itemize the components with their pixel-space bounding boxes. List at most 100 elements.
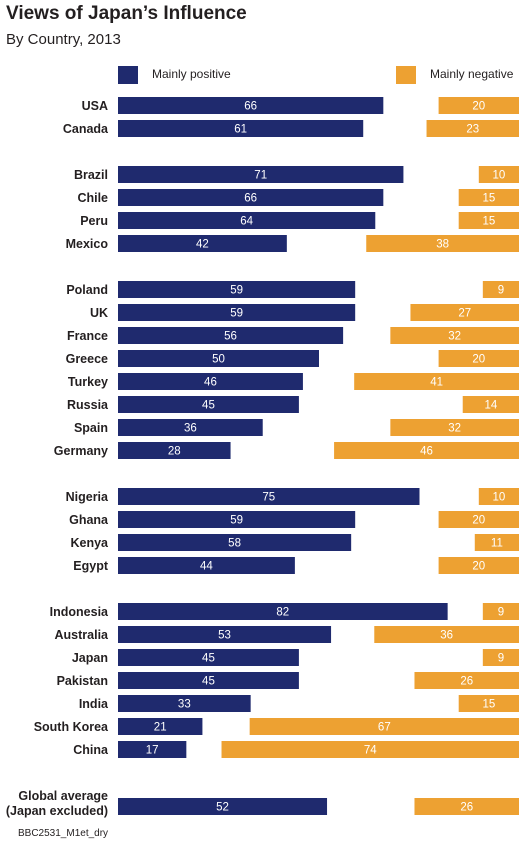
data-label-positive: 21: [154, 722, 167, 734]
bar-positive: [118, 695, 251, 712]
data-label-negative: 14: [484, 400, 497, 412]
category-label: Mexico: [66, 237, 109, 251]
bar-positive: [118, 534, 352, 551]
data-label-negative: 32: [448, 331, 461, 343]
data-label-positive: 59: [230, 308, 243, 320]
bar-negative: [414, 672, 519, 689]
bar-negative: [374, 626, 519, 643]
data-label-negative: 20: [472, 354, 485, 366]
bar-positive: [118, 396, 299, 413]
data-label-negative: 9: [498, 285, 504, 297]
bar-negative: [414, 798, 519, 815]
data-label-negative: 26: [460, 802, 473, 814]
category-label: Indonesia: [50, 605, 109, 619]
data-label-positive: 66: [244, 101, 257, 113]
bar-negative: [438, 557, 519, 574]
bar-negative: [482, 649, 519, 666]
category-label: Canada: [63, 122, 109, 136]
category-label: UK: [90, 306, 108, 320]
data-label-negative: 74: [364, 745, 377, 757]
category-label: Brazil: [74, 168, 108, 182]
bar-negative: [221, 741, 519, 758]
bar-negative: [438, 350, 519, 367]
data-label-positive: 71: [254, 170, 267, 182]
data-label-positive: 44: [200, 561, 213, 573]
data-label-negative: 67: [378, 722, 391, 734]
legend-label-positive: Mainly positive: [152, 67, 231, 81]
data-label-positive: 56: [224, 331, 237, 343]
data-label-negative: 9: [498, 653, 504, 665]
bar-negative: [478, 488, 519, 505]
legend-swatch-positive: [118, 66, 138, 84]
data-label-negative: 38: [436, 239, 449, 251]
data-label-positive: 64: [240, 216, 253, 228]
bar-positive: [118, 557, 295, 574]
bar-positive: [118, 741, 187, 758]
data-label-negative: 20: [472, 561, 485, 573]
category-label: Turkey: [68, 375, 108, 389]
data-label-positive: 33: [178, 699, 191, 711]
category-label: South Korea: [34, 720, 109, 734]
data-label-negative: 15: [482, 699, 495, 711]
bar-positive: [118, 235, 287, 252]
data-label-negative: 15: [482, 216, 495, 228]
bar-positive: [118, 442, 231, 459]
category-label: Japan: [72, 651, 108, 665]
bar-positive: [118, 488, 420, 505]
bar-positive: [118, 718, 203, 735]
bar-negative: [410, 304, 519, 321]
bar-negative: [334, 442, 519, 459]
bar-negative: [438, 511, 519, 528]
bar-negative: [482, 281, 519, 298]
category-label: India: [79, 697, 109, 711]
category-label: Greece: [66, 352, 108, 366]
category-label: Australia: [55, 628, 110, 642]
data-label-positive: 52: [216, 802, 229, 814]
category-label: Ghana: [69, 513, 109, 527]
data-label-positive: 45: [202, 653, 215, 665]
bar-positive: [118, 798, 328, 815]
data-label-negative: 36: [440, 630, 453, 642]
category-label: Peru: [80, 214, 108, 228]
data-label-positive: 66: [244, 193, 257, 205]
data-label-negative: 41: [430, 377, 443, 389]
data-label-positive: 59: [230, 515, 243, 527]
data-label-negative: 10: [493, 170, 506, 182]
data-label-negative: 10: [493, 492, 506, 504]
bar-negative: [249, 718, 519, 735]
data-label-positive: 36: [184, 423, 197, 435]
bar-positive: [118, 120, 364, 137]
chart-subtitle: By Country, 2013: [6, 31, 121, 48]
bar-positive: [118, 327, 344, 344]
data-label-negative: 26: [460, 676, 473, 688]
data-label-positive: 50: [212, 354, 225, 366]
chart-title: Views of Japan’s Influence: [6, 3, 247, 24]
bar-negative: [458, 189, 519, 206]
bar-negative: [478, 166, 519, 183]
data-label-negative: 20: [472, 515, 485, 527]
data-label-positive: 42: [196, 239, 209, 251]
category-label: China: [73, 743, 109, 757]
footer-code: BBC2531_M1et_dry: [18, 828, 109, 839]
bar-positive: [118, 603, 448, 620]
category-label: Global average: [18, 789, 108, 803]
data-label-positive: 53: [218, 630, 231, 642]
bar-negative: [390, 327, 519, 344]
bar-positive: [118, 419, 263, 436]
bar-positive: [118, 350, 319, 367]
category-label: (Japan excluded): [6, 804, 108, 818]
data-label-positive: 61: [234, 124, 247, 136]
category-label: Pakistan: [57, 674, 108, 688]
data-label-positive: 58: [228, 538, 241, 550]
bar-negative: [458, 212, 519, 229]
bar-positive: [118, 373, 303, 390]
category-label: Kenya: [70, 536, 109, 550]
category-label: Russia: [67, 398, 109, 412]
data-label-positive: 46: [204, 377, 217, 389]
data-label-negative: 20: [472, 101, 485, 113]
bar-negative: [390, 419, 519, 436]
bar-negative: [426, 120, 519, 137]
category-label: Chile: [77, 191, 108, 205]
bar-positive: [118, 626, 332, 643]
bar-positive: [118, 672, 299, 689]
